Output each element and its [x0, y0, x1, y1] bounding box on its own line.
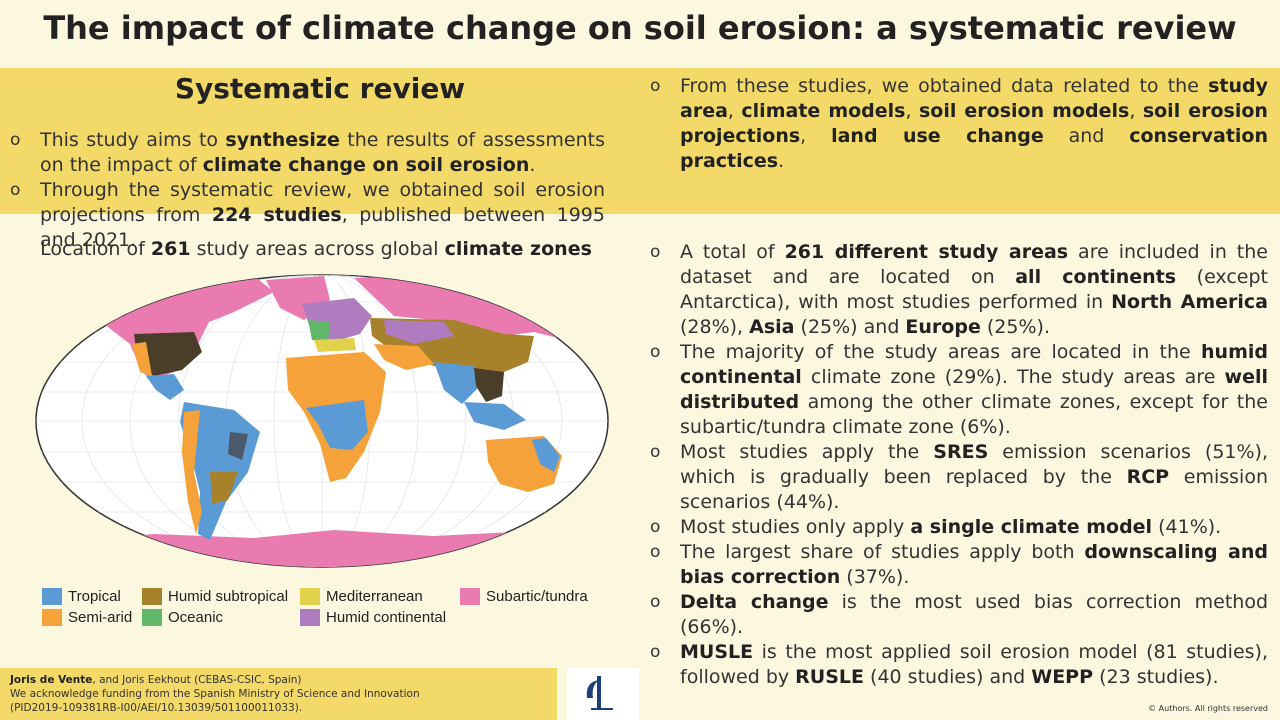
- finding-delta-change: Delta change is the most used bias corre…: [650, 590, 1268, 640]
- finding-emission-scenarios: Most studies apply the SRES emission sce…: [650, 440, 1268, 515]
- review-bullets-right: From these studies, we obtained data rel…: [650, 74, 1268, 174]
- map-caption: Location of 261 study areas across globa…: [40, 238, 592, 260]
- legend-oceanic: Oceanic: [142, 609, 223, 626]
- legend-subartic-tundra: Subartic/tundra: [460, 588, 588, 605]
- legend-humid-continental: Humid continental: [300, 609, 446, 626]
- legend-semi-arid: Semi-arid: [42, 609, 132, 626]
- footer-acknowledgement: Joris de Vente, and Joris Eekhout (CEBAS…: [0, 668, 557, 720]
- legend-swatch: [42, 609, 62, 626]
- poster-title: The impact of climate change on soil ero…: [43, 9, 1237, 47]
- footer-funding-line2: (PID2019-109381RB-I00/AEI/10.13039/50110…: [10, 702, 303, 714]
- legend-swatch: [300, 588, 320, 605]
- legend-swatch: [142, 588, 162, 605]
- section-heading: Systematic review: [174, 72, 466, 105]
- legend-swatch: [300, 609, 320, 626]
- footer-authors: Joris de Vente, and Joris Eekhout (CEBAS…: [10, 674, 302, 686]
- review-bullets-left: This study aims to synthesize the result…: [10, 128, 605, 253]
- legend-humid-subtropical: Humid subtropical: [142, 588, 288, 605]
- institution-logo: [567, 668, 639, 720]
- legend-swatch: [42, 588, 62, 605]
- bullet-review-method: Through the systematic review, we obtain…: [10, 178, 605, 253]
- legend-mediterranean: Mediterranean: [300, 588, 423, 605]
- legend-swatch: [460, 588, 480, 605]
- finding-study-areas: A total of 261 different study areas are…: [650, 240, 1268, 340]
- climate-zone-legend: Tropical Humid subtropical Mediterranean…: [42, 588, 612, 632]
- legend-tropical: Tropical: [42, 588, 121, 605]
- footer-funding-line1: We acknowledge funding from the Spanish …: [10, 688, 420, 700]
- finding-downscaling: The largest share of studies apply both …: [650, 540, 1268, 590]
- finding-climate-zones: The majority of the study areas are loca…: [650, 340, 1268, 440]
- finding-climate-model: Most studies only apply a single climate…: [650, 515, 1268, 540]
- legend-swatch: [142, 609, 162, 626]
- world-climate-map: [34, 272, 610, 570]
- logo-graphic: [586, 676, 613, 710]
- copyright-notice: © Authors. All rights reserved: [1148, 704, 1268, 713]
- findings-list: A total of 261 different study areas are…: [650, 240, 1268, 690]
- bullet-data-collected: From these studies, we obtained data rel…: [650, 74, 1268, 174]
- world-map-graphic: [35, 274, 609, 568]
- finding-erosion-models: MUSLE is the most applied soil erosion m…: [650, 640, 1268, 690]
- bullet-aim: This study aims to synthesize the result…: [10, 128, 605, 178]
